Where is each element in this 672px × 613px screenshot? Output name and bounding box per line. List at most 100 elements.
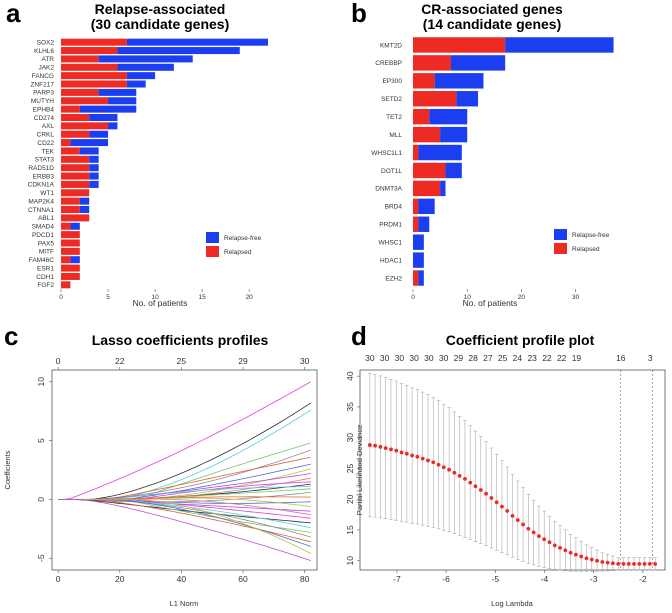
bar-relapse-free-setd2: [456, 91, 479, 107]
deviance-point: [457, 473, 462, 478]
legend-swatch-relapse-free: [206, 232, 219, 243]
top-tick-label: 0: [56, 356, 61, 366]
x-tick-label: -7: [393, 574, 401, 584]
top-axis-label: 29: [454, 353, 464, 363]
bar-relapsed-klhl6: [61, 47, 118, 55]
deviance-point: [589, 557, 594, 562]
deviance-point: [579, 554, 584, 559]
deviance-point: [373, 443, 378, 448]
panel-b-chart: CR-associated genes (14 candidate genes)…: [371, 1, 614, 308]
top-tick-label: 29: [238, 356, 248, 366]
deviance-point: [426, 458, 430, 463]
deviance-point: [642, 561, 647, 566]
gene-label-hdac1: HDAC1: [380, 257, 402, 264]
gene-label-ezh2: EZH2: [385, 275, 402, 282]
gene-label-esr1: ESR1: [37, 265, 54, 272]
bar-relapse-free-crebbp: [450, 55, 506, 71]
deviance-point: [584, 556, 589, 561]
deviance-point: [632, 561, 636, 566]
bar-relapse-free-tet2: [429, 108, 468, 125]
y-tick-label: 0: [36, 497, 46, 502]
bar-relapse-free-ephb4: [79, 105, 137, 113]
bar-relapsed-tet2: [413, 108, 430, 125]
bar-relapsed-fgf2: [61, 281, 71, 289]
deviance-point: [526, 526, 531, 531]
deviance-point: [494, 500, 499, 505]
panel-c-ylabel: Coefficients: [3, 450, 12, 489]
top-axis-label: 19: [572, 353, 582, 363]
panel-d-ylabel: Partial Likelihood Deviance: [355, 425, 364, 515]
y-tick-label: 40: [345, 371, 355, 381]
gene-label-cd22: CD22: [37, 140, 54, 147]
deviance-point: [463, 477, 467, 481]
panel-c-xlabel: L1 Norm: [170, 599, 199, 608]
bar-relapsed-smad4: [61, 222, 71, 230]
top-axis-label: 23: [527, 353, 537, 363]
bar-relapsed-sox2: [61, 38, 127, 46]
legend-swatch-relapsed: [206, 246, 219, 257]
gene-label-atr: ATR: [41, 56, 54, 63]
coefficient-path-29: [58, 498, 311, 561]
gene-label-ctnna1: CTNNA1: [28, 207, 54, 214]
bar-relapse-free-mutyh: [108, 97, 137, 105]
y-tick-label: 35: [345, 402, 355, 412]
bar-relapse-free-ep300: [434, 73, 484, 89]
bar-relapsed-rad51d: [61, 164, 90, 172]
bar-relapse-free-whsc1l1: [418, 144, 462, 161]
deviance-point: [404, 451, 409, 456]
panel-letter-c: c: [4, 321, 18, 351]
deviance-point: [415, 454, 420, 459]
bar-relapsed-crebbp: [413, 55, 451, 71]
bar-relapse-free-cd22: [70, 139, 109, 147]
y-tick-label: 25: [345, 463, 355, 473]
panel-d-chart: Coefficient profile plot -7 -6 -5 -4 -3 -2 10 1…: [345, 332, 666, 608]
bar-relapsed-znf217: [61, 80, 127, 88]
top-axis-label: 30: [380, 353, 390, 363]
gene-label-brd4: BRD4: [385, 204, 403, 211]
x-tick-label: 20: [115, 574, 125, 584]
legend-label-relapse-free: Relapse-free: [224, 235, 262, 242]
gene-label-dnmt3a: DNMT3A: [375, 186, 402, 193]
bar-relapse-free-mll: [440, 126, 468, 143]
coefficient-path-9: [58, 473, 311, 500]
deviance-point: [563, 548, 568, 553]
panel-d-xlabel: Log Lambda: [491, 599, 534, 608]
deviance-point: [558, 545, 562, 550]
deviance-point: [447, 467, 451, 472]
bar-relapse-free-dot1l: [445, 162, 462, 179]
bar-relapsed-ctnna1: [61, 206, 80, 214]
gene-label-tek: TEK: [41, 148, 54, 155]
bar-relapse-free-erbb3: [89, 172, 99, 180]
bar-relapsed-pax5: [61, 239, 80, 247]
top-axis-label: 30: [439, 353, 449, 363]
bar-relapsed-fam46c: [61, 256, 71, 264]
bar-relapsed-axl: [61, 122, 109, 130]
deviance-point: [574, 552, 578, 557]
y-tick-label: 15: [345, 525, 355, 535]
deviance-point: [394, 448, 399, 453]
bar-relapsed-dot1l: [413, 162, 446, 179]
gene-label-mutyh: MUTYH: [31, 98, 54, 105]
bar-relapse-free-fancg: [126, 72, 156, 80]
x-tick-label: 0: [411, 294, 415, 301]
top-axis-label: 25: [498, 353, 508, 363]
top-axis-label: 30: [395, 353, 405, 363]
bar-relapsed-jak2: [61, 63, 118, 71]
x-tick-label: 0: [59, 294, 63, 301]
x-tick-label: 10: [151, 294, 159, 301]
x-tick-label: 20: [518, 294, 526, 301]
top-tick-label: 25: [177, 356, 187, 366]
deviance-point: [552, 543, 557, 548]
deviance-point: [468, 480, 473, 485]
bar-relapsed-mitf: [61, 247, 80, 255]
gene-label-erbb3: ERBB3: [33, 173, 55, 180]
deviance-point: [478, 488, 483, 492]
gene-label-dot1l: DOT1L: [381, 168, 402, 175]
gene-label-jak2: JAK2: [38, 65, 54, 72]
bar-relapse-free-atr: [98, 55, 193, 63]
coefficient-path-1: [58, 381, 311, 500]
x-tick-label: 0: [56, 574, 61, 584]
gene-label-cd274: CD274: [34, 115, 55, 122]
bar-relapsed-brd4: [413, 198, 419, 215]
deviance-point: [473, 484, 478, 489]
